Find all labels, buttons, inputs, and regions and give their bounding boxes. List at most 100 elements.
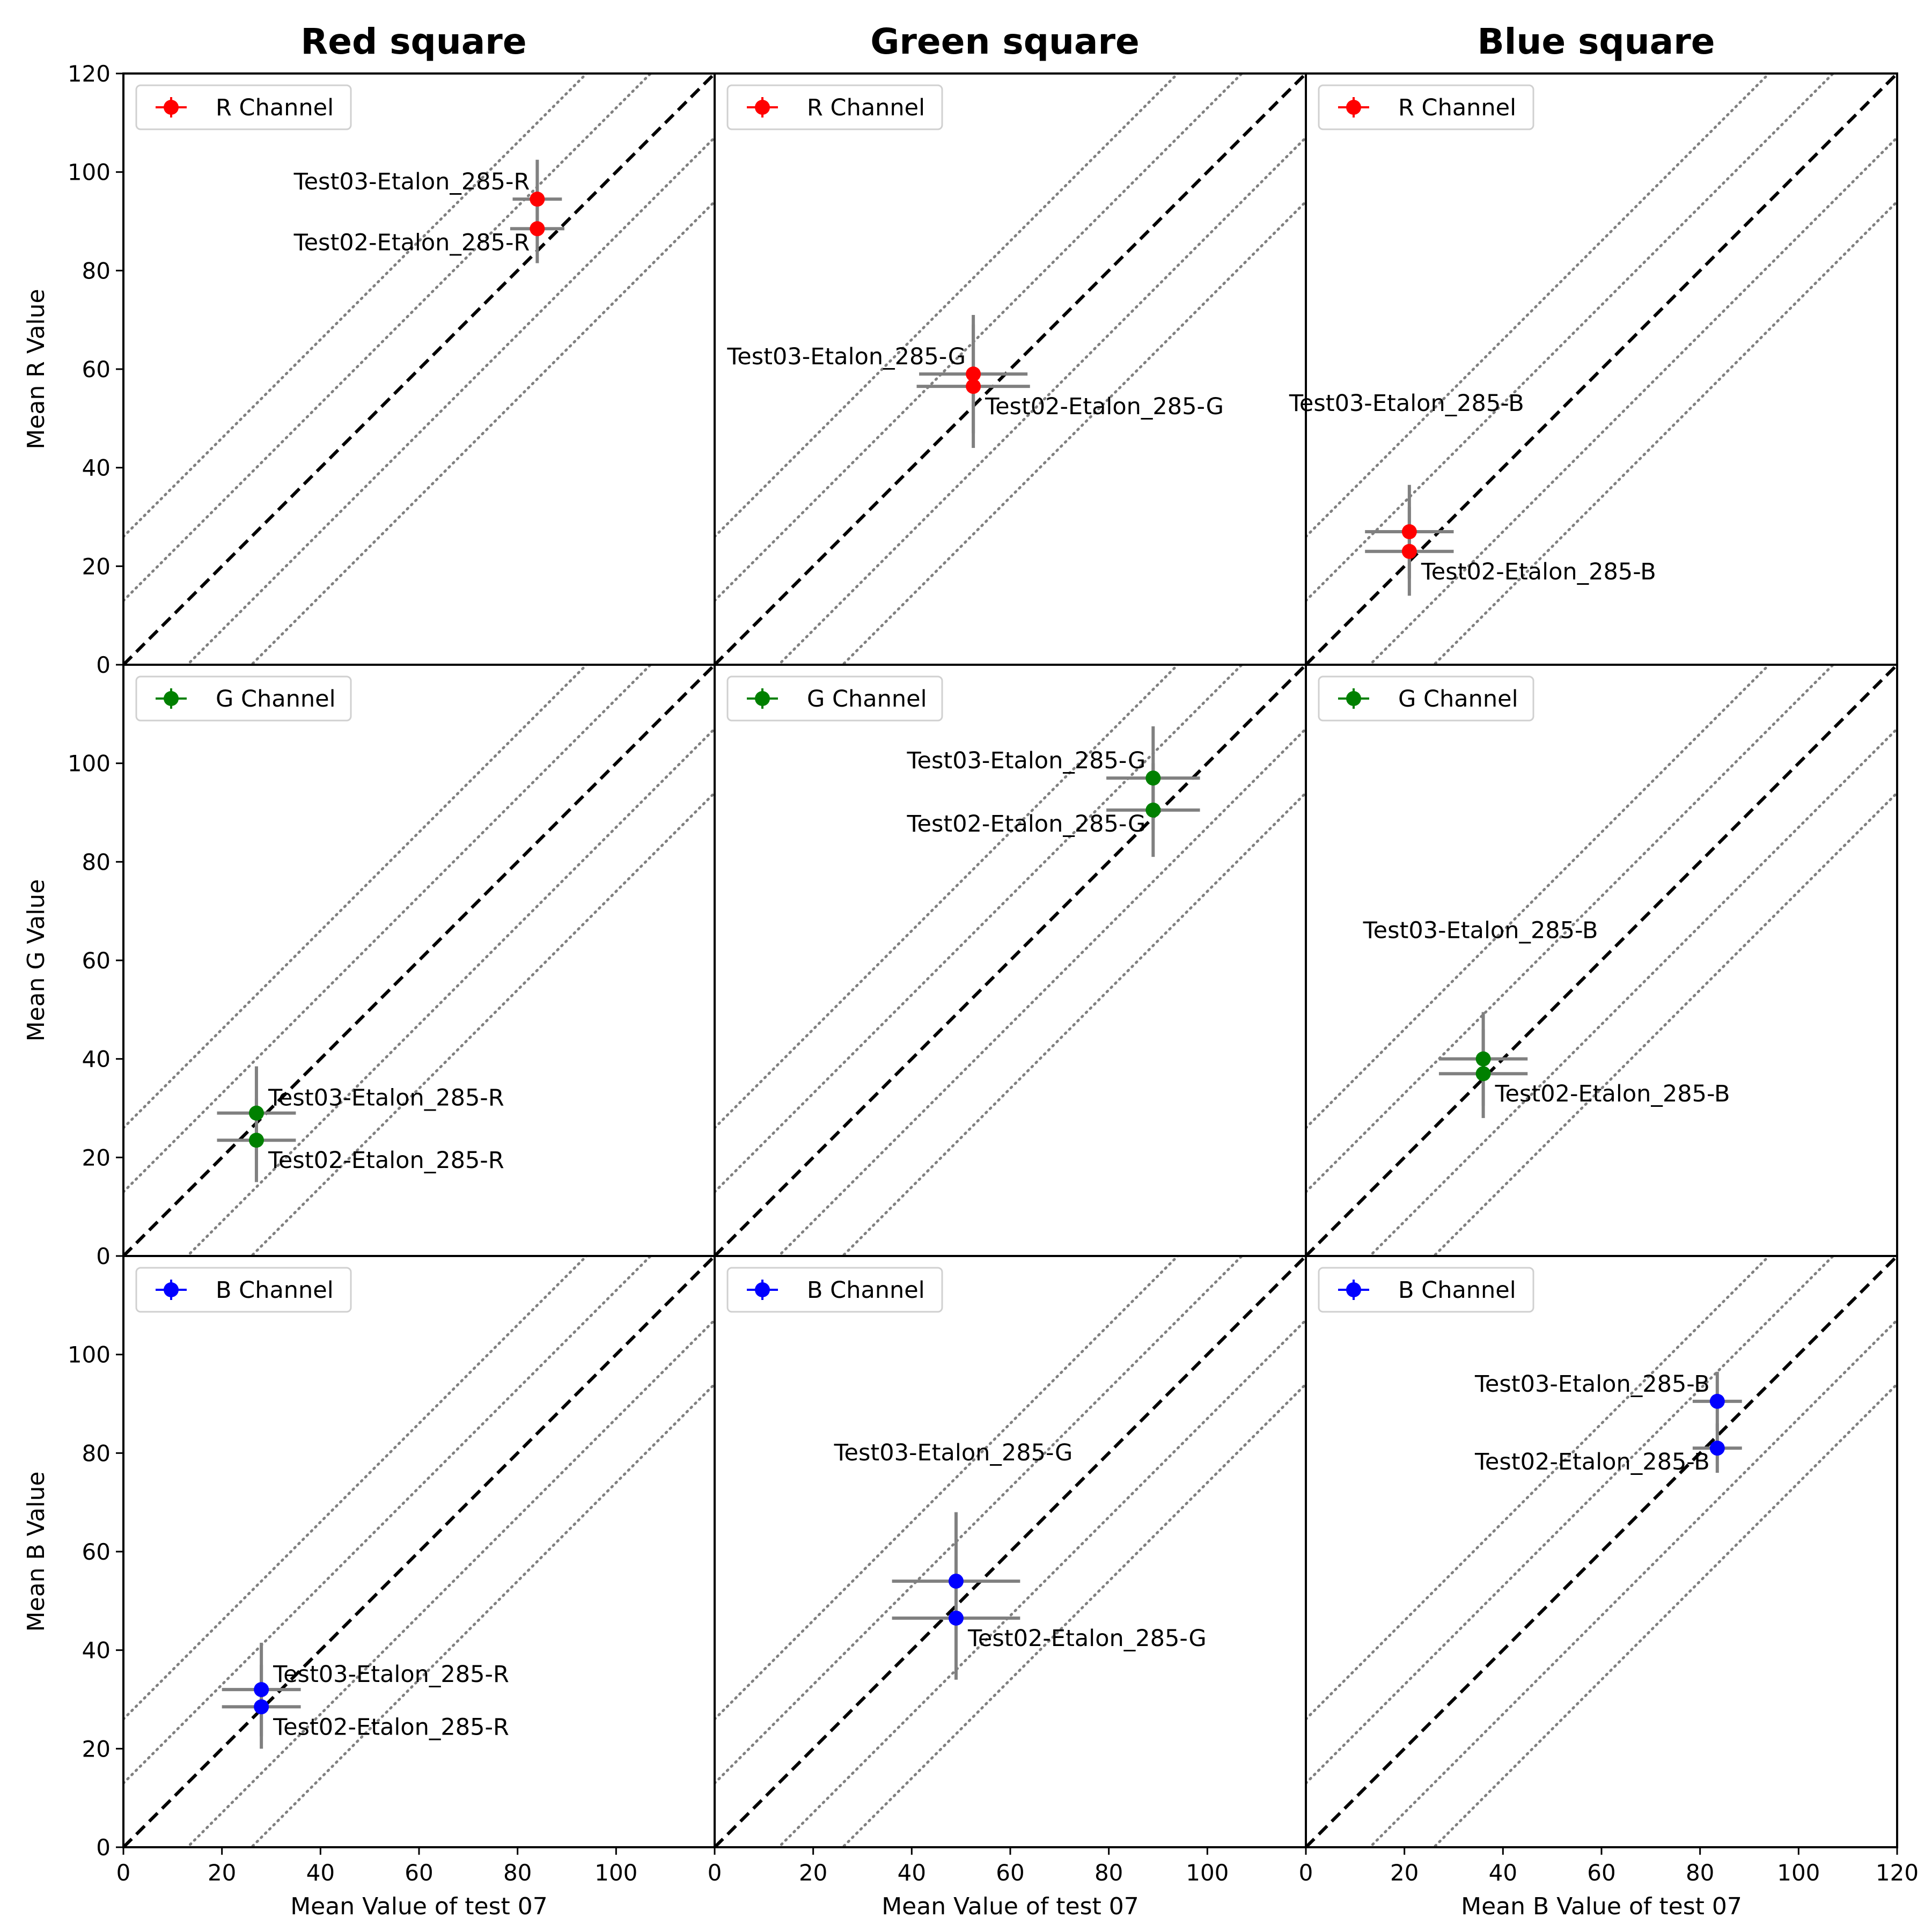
y-tick-label: 40 — [82, 1046, 111, 1072]
point-annotation: Test03-Etalon_285-B — [1474, 1371, 1710, 1398]
offset-line — [1306, 665, 1835, 1194]
legend-marker — [755, 691, 770, 706]
offset-line — [776, 727, 1306, 1256]
legend: R Channel — [135, 84, 352, 130]
legend-label: G Channel — [1398, 686, 1518, 712]
panel: Test03-Etalon_285-R Test02-Etalon_285-R 0 2… — [68, 664, 716, 1269]
legend: G Channel — [1318, 675, 1534, 722]
y-tick-label: 100 — [68, 159, 111, 186]
legend-label: G Channel — [216, 686, 336, 712]
data-point — [1709, 1393, 1725, 1409]
x-axis-label: Mean Value of test 07 — [881, 1893, 1139, 1920]
x-tick-label: 40 — [306, 1860, 335, 1886]
panel-frame — [1305, 664, 1898, 1257]
point-annotation: Test02-Etalon_285-R — [268, 1147, 504, 1174]
offset-line — [1306, 665, 1771, 1129]
legend-label: B Channel — [1398, 1277, 1516, 1304]
data-point — [1401, 543, 1417, 559]
offset-line — [1432, 200, 1897, 665]
legend: B Channel — [1318, 1267, 1534, 1313]
offset-line — [1306, 74, 1771, 538]
plot-area — [715, 74, 1306, 665]
identity-line — [715, 74, 1306, 665]
offset-line — [185, 136, 715, 665]
data-point — [248, 1133, 264, 1148]
identity-line — [1306, 74, 1897, 665]
x-tick-label: 40 — [898, 1860, 926, 1886]
y-tick-label: 100 — [68, 751, 111, 777]
offset-line — [715, 665, 1244, 1194]
offset-line — [1432, 791, 1897, 1256]
legend-box — [135, 675, 352, 722]
point-annotation: Test02-Etalon_285-R — [273, 1714, 509, 1740]
identity-line — [123, 665, 715, 1256]
offset-line — [249, 791, 715, 1256]
plot-area — [1306, 74, 1897, 665]
offset-line — [841, 791, 1306, 1256]
y-tick-label: 80 — [82, 1440, 111, 1466]
y-tick-label: 60 — [82, 947, 111, 974]
legend: G Channel — [135, 675, 352, 722]
legend-box — [726, 1267, 943, 1313]
offset-line — [715, 1256, 1180, 1721]
offset-line — [715, 665, 1180, 1129]
offset-line — [1368, 727, 1897, 1256]
point-annotation: Test02-Etalon_285-R — [293, 229, 530, 256]
panel: Test03-Etalon_285-G Test02-Etalon_285-G R … — [714, 72, 1307, 666]
identity-line — [123, 1256, 715, 1847]
offset-line — [1368, 136, 1897, 665]
y-tick-label: 0 — [96, 1834, 111, 1861]
legend-box — [726, 84, 943, 130]
identity-line — [715, 1256, 1306, 1847]
offset-line — [249, 1383, 715, 1847]
point-annotation: Test02-Etalon_285-G — [967, 1625, 1207, 1652]
y-tick-label: 20 — [82, 1736, 111, 1762]
legend-label: B Channel — [807, 1277, 925, 1304]
offset-line — [123, 74, 653, 603]
panel-frame — [1305, 1255, 1898, 1848]
x-tick-label: 20 — [208, 1860, 236, 1886]
offset-line — [776, 1318, 1306, 1847]
panel: Test03-Etalon_285-G Test02-Etalon_285-G 0 2… — [708, 1255, 1307, 1886]
y-tick-label: 60 — [82, 1539, 111, 1565]
legend: B Channel — [135, 1267, 352, 1313]
legend: B Channel — [726, 1267, 943, 1313]
y-axis-label: Mean R Value — [23, 289, 50, 449]
x-tick-label: 60 — [405, 1860, 433, 1886]
x-tick-label: 20 — [799, 1860, 827, 1886]
point-annotation: Test03-Etalon_285-G — [726, 343, 966, 370]
point-annotation: Test02-Etalon_285-B — [1421, 559, 1656, 585]
offset-line — [185, 1318, 715, 1847]
panel-frame — [122, 1255, 716, 1848]
panel: Test03-Etalon_285-G Test02-Etalon_285-G G … — [714, 664, 1307, 1257]
data-point — [530, 192, 545, 207]
offset-line — [123, 665, 589, 1129]
point-annotation: Test03-Etalon_285-B — [1363, 917, 1598, 944]
legend-marker — [164, 100, 179, 115]
panel: Test03-Etalon_285-R Test02-Etalon_285-R 0 2… — [68, 61, 716, 678]
offset-line — [123, 1256, 589, 1721]
x-tick-label: 40 — [1489, 1860, 1517, 1886]
x-tick-label: 60 — [996, 1860, 1024, 1886]
offset-line — [185, 727, 715, 1256]
legend-box — [135, 84, 352, 130]
plot-area — [715, 1256, 1306, 1847]
y-tick-label: 60 — [82, 356, 111, 383]
point-annotation: Test03-Etalon_285-R — [268, 1085, 504, 1112]
legend-box — [135, 1267, 352, 1313]
data-point — [1145, 802, 1161, 818]
panel: Test03-Etalon_285-B Test02-Etalon_285-B 0 2… — [1299, 1255, 1919, 1886]
y-tick-label: 80 — [82, 258, 111, 284]
legend-label: R Channel — [216, 94, 334, 121]
x-tick-label: 120 — [1876, 1860, 1919, 1886]
offset-line — [776, 136, 1306, 665]
point-annotation: Test03-Etalon_285-R — [293, 168, 530, 195]
point-annotation: Test02-Etalon_285-G — [985, 393, 1224, 420]
legend-label: B Channel — [216, 1277, 334, 1304]
legend-box — [1318, 1267, 1534, 1313]
y-tick-label: 20 — [82, 553, 111, 579]
offset-line — [249, 200, 715, 665]
plot-area — [123, 665, 715, 1256]
panel-frame — [714, 1255, 1307, 1848]
